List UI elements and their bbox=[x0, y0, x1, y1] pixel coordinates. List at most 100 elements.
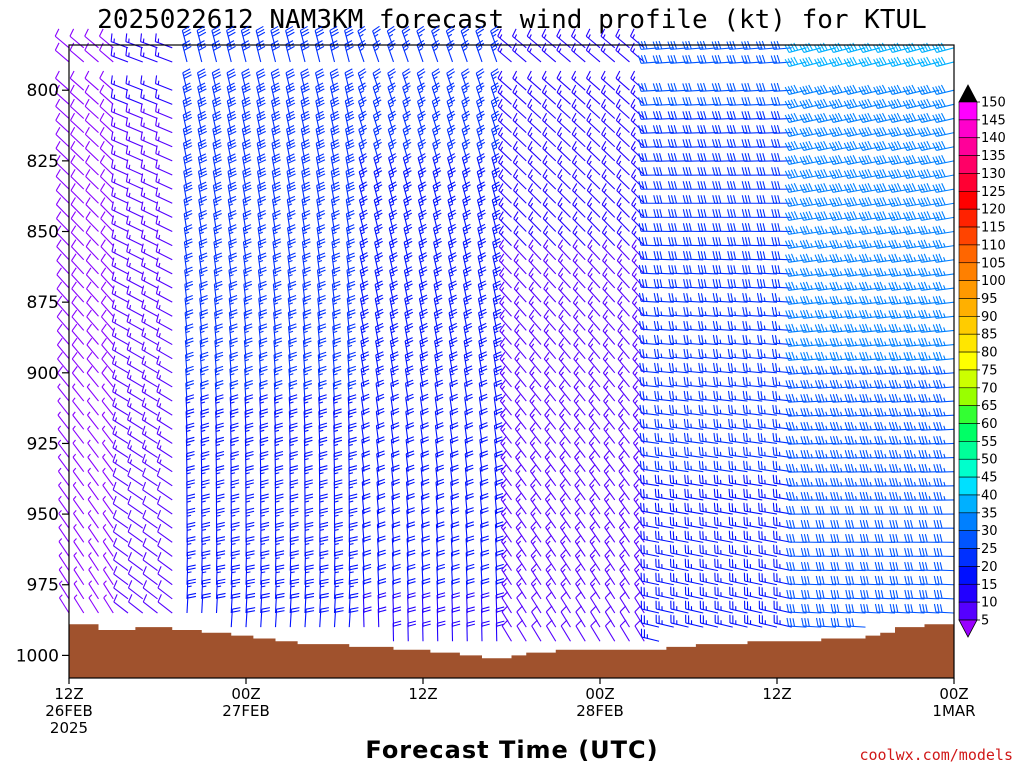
wind-barb bbox=[72, 397, 85, 416]
wind-barb bbox=[257, 252, 267, 274]
wind-barb bbox=[110, 103, 129, 119]
wind-barb bbox=[140, 187, 158, 204]
wind-barb bbox=[933, 506, 955, 515]
wind-barb bbox=[587, 323, 601, 345]
wind-barb bbox=[100, 183, 114, 204]
wind-barb bbox=[229, 351, 239, 373]
wind-barb bbox=[141, 383, 158, 402]
colorbar-swatch bbox=[958, 244, 978, 264]
wind-barb bbox=[230, 578, 241, 599]
wind-barb bbox=[631, 183, 645, 204]
wind-barb bbox=[529, 436, 542, 458]
wind-barb bbox=[111, 173, 129, 190]
wind-barb bbox=[102, 538, 114, 557]
y-tick-label: 850 bbox=[27, 223, 59, 243]
wind-barb bbox=[214, 351, 224, 373]
wind-barb bbox=[618, 408, 630, 430]
wind-barb bbox=[156, 327, 173, 346]
wind-barb bbox=[111, 201, 129, 218]
wind-barb bbox=[125, 131, 143, 148]
wind-barb bbox=[101, 411, 114, 430]
wind-barb bbox=[499, 309, 512, 331]
wind-barb bbox=[315, 167, 326, 190]
wind-barb bbox=[273, 337, 283, 359]
colorbar-label: 110 bbox=[981, 238, 1006, 253]
wind-barb bbox=[183, 153, 193, 176]
colorbar-label: 35 bbox=[981, 506, 998, 521]
wind-barb bbox=[603, 380, 616, 402]
wind-barb bbox=[186, 564, 196, 585]
wind-barb bbox=[155, 89, 173, 105]
wind-barb bbox=[542, 169, 557, 190]
wind-barb bbox=[301, 224, 311, 246]
wind-barb bbox=[529, 450, 542, 473]
wind-barb bbox=[260, 607, 271, 628]
wind-barb bbox=[287, 252, 297, 274]
credit-text[interactable]: coolwx.com/models bbox=[859, 746, 1013, 764]
wind-barb bbox=[126, 285, 144, 303]
wind-barb bbox=[58, 538, 70, 557]
wind-barb bbox=[602, 351, 616, 374]
wind-barb bbox=[140, 229, 158, 247]
wind-barb bbox=[259, 408, 269, 430]
colorbar-label: 130 bbox=[981, 167, 1006, 182]
wind-barb bbox=[183, 181, 193, 204]
wind-barb bbox=[422, 620, 431, 642]
wind-barb bbox=[300, 110, 311, 133]
wind-barb bbox=[86, 281, 99, 303]
y-tick-label: 800 bbox=[27, 81, 59, 101]
colorbar-bottom-arrow bbox=[958, 619, 978, 638]
wind-barb bbox=[155, 215, 173, 233]
wind-barb bbox=[226, 25, 236, 48]
wind-barb bbox=[85, 211, 99, 232]
wind-barb bbox=[111, 327, 129, 346]
wind-barb bbox=[932, 42, 955, 53]
wind-barb bbox=[544, 394, 557, 416]
wind-barb bbox=[70, 155, 85, 176]
wind-barb bbox=[200, 394, 209, 416]
x-axis-title: Forecast Time (UTC) bbox=[365, 736, 658, 764]
wind-barb bbox=[286, 139, 296, 161]
wind-barb bbox=[586, 70, 601, 91]
wind-barb bbox=[86, 295, 99, 317]
wind-barb bbox=[287, 295, 297, 317]
wind-barb bbox=[211, 40, 222, 63]
wind-barb bbox=[98, 28, 114, 49]
wind-barb bbox=[588, 380, 601, 402]
wind-barb bbox=[933, 561, 955, 572]
wind-barb bbox=[654, 418, 674, 430]
wind-barb bbox=[241, 110, 252, 133]
wind-barb bbox=[228, 295, 238, 317]
wind-barb bbox=[155, 271, 173, 289]
wind-barb bbox=[186, 592, 197, 614]
colorbar-swatch bbox=[958, 583, 978, 603]
wind-barb bbox=[289, 592, 300, 614]
wind-barb bbox=[258, 337, 268, 359]
wind-barb bbox=[140, 89, 158, 105]
wind-barb bbox=[155, 159, 173, 176]
wind-barb bbox=[543, 281, 557, 303]
wind-barb bbox=[589, 478, 601, 501]
wind-barb bbox=[271, 181, 282, 204]
wind-barb bbox=[57, 383, 70, 402]
wind-barb bbox=[55, 183, 70, 204]
wind-barb bbox=[102, 453, 114, 473]
wind-barb bbox=[245, 578, 255, 599]
wind-barb bbox=[300, 139, 311, 161]
wind-barb bbox=[142, 552, 158, 572]
wind-barb bbox=[344, 68, 354, 91]
wind-barb bbox=[557, 225, 571, 247]
wind-barb bbox=[112, 439, 129, 459]
wind-barb bbox=[140, 47, 158, 63]
wind-barb bbox=[543, 309, 557, 331]
wind-barb bbox=[344, 40, 354, 63]
wind-barb bbox=[571, 169, 586, 190]
wind-barb bbox=[155, 103, 173, 119]
wind-barb bbox=[603, 394, 616, 416]
wind-barb bbox=[333, 536, 344, 557]
wind-barb bbox=[72, 481, 85, 501]
wind-barb bbox=[100, 267, 114, 289]
colorbar-label: 135 bbox=[981, 149, 1006, 164]
wind-barb bbox=[102, 509, 114, 529]
wind-barb bbox=[199, 323, 209, 345]
